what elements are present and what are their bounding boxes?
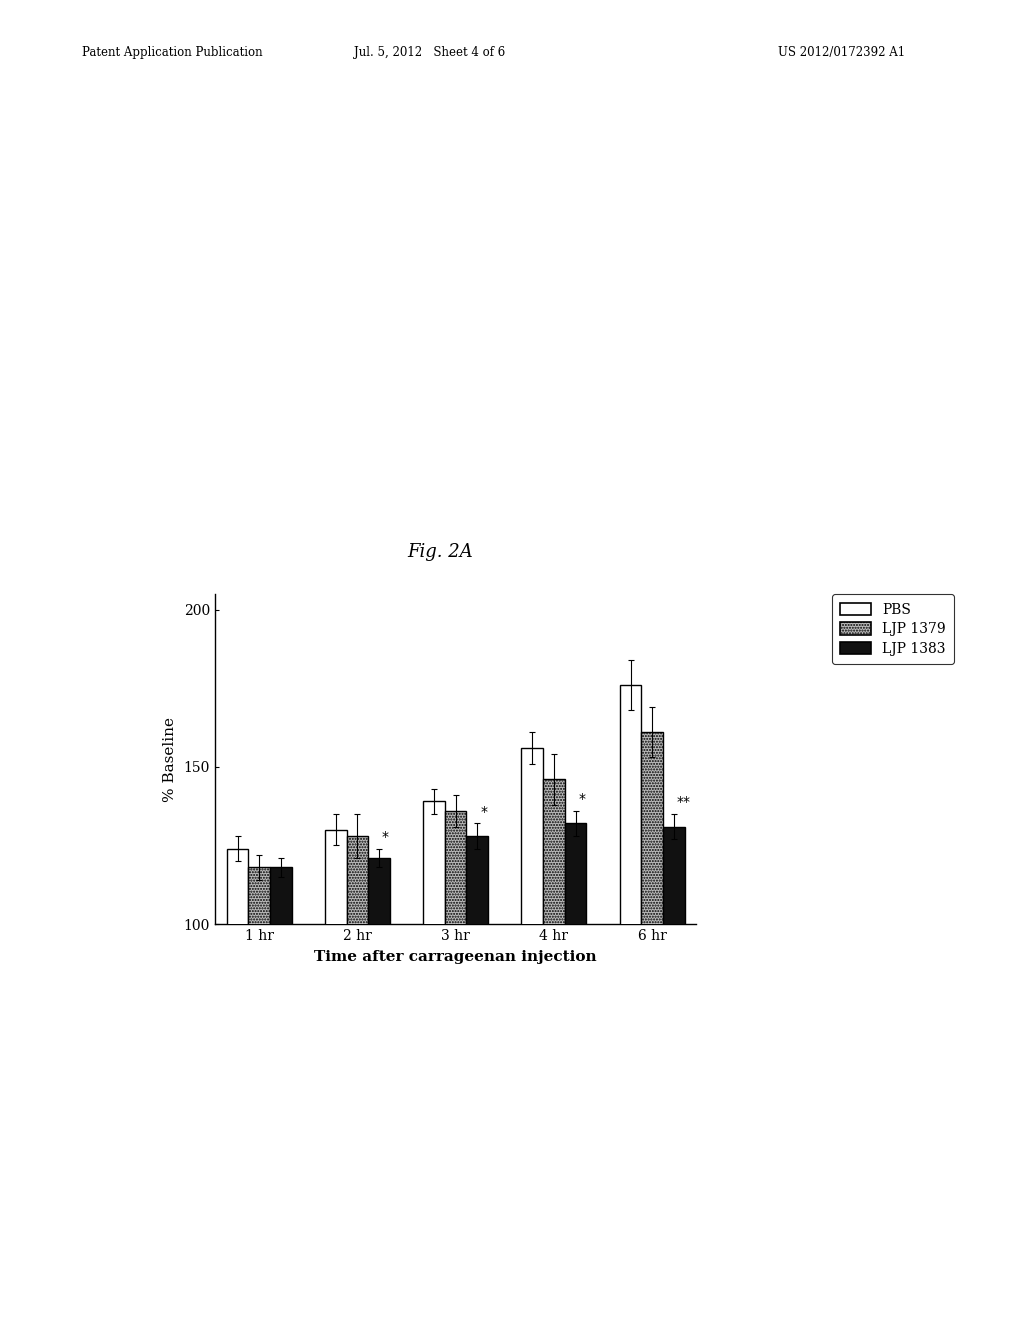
- Bar: [467, 836, 488, 1238]
- Bar: [249, 867, 270, 1238]
- Text: *: *: [382, 830, 389, 843]
- Y-axis label: % Baseline: % Baseline: [163, 717, 177, 801]
- X-axis label: Time after carrageenan injection: Time after carrageenan injection: [314, 950, 597, 964]
- Text: *: *: [579, 792, 586, 807]
- Text: Jul. 5, 2012   Sheet 4 of 6: Jul. 5, 2012 Sheet 4 of 6: [354, 46, 506, 59]
- Text: **: **: [677, 795, 690, 809]
- Text: US 2012/0172392 A1: US 2012/0172392 A1: [778, 46, 905, 59]
- Bar: [641, 733, 663, 1238]
- Bar: [444, 810, 467, 1238]
- Bar: [663, 826, 684, 1238]
- Legend: PBS, LJP 1379, LJP 1383: PBS, LJP 1379, LJP 1383: [833, 594, 954, 664]
- Bar: [564, 824, 587, 1238]
- Text: Patent Application Publication: Patent Application Publication: [82, 46, 262, 59]
- Text: *: *: [480, 805, 487, 818]
- Bar: [620, 685, 641, 1238]
- Bar: [227, 849, 249, 1238]
- Text: Fig. 2A: Fig. 2A: [408, 543, 473, 561]
- Bar: [543, 779, 564, 1238]
- Bar: [423, 801, 444, 1238]
- Bar: [325, 830, 347, 1238]
- Bar: [270, 867, 292, 1238]
- Bar: [369, 858, 390, 1238]
- Bar: [521, 748, 543, 1238]
- Bar: [347, 836, 369, 1238]
